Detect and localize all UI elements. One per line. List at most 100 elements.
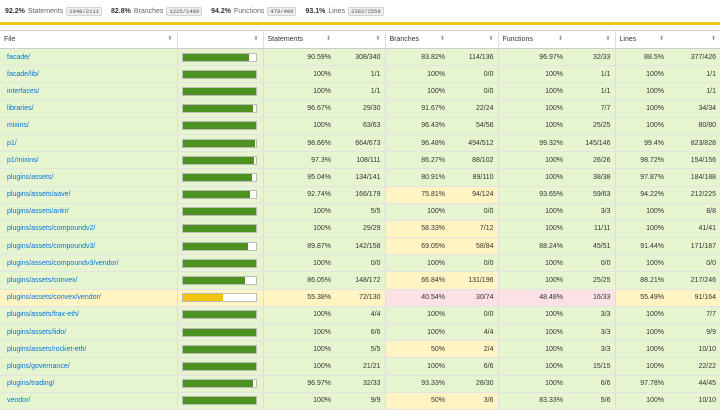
- branches-pct: 100%: [385, 323, 449, 342]
- statements-frac: 1/1: [335, 82, 386, 101]
- functions-pct: 100%: [498, 306, 567, 325]
- table-row: plugins/assets/ankr/100% 5/5 100% 0/0 100% 3/…: [0, 203, 720, 221]
- coverage-bar: [181, 86, 257, 96]
- branches-frac: 131/196: [449, 271, 499, 290]
- coverage-bar: [181, 155, 257, 165]
- coverage-bar: [181, 344, 257, 354]
- statements-pct: 96.97%: [263, 375, 335, 393]
- file-link[interactable]: plugins/assets/frax-eth/: [7, 311, 79, 319]
- coverage-bar-fill: [182, 139, 255, 147]
- statements-frac: 108/111: [335, 151, 386, 170]
- sort-icon[interactable]: ⬍: [439, 36, 445, 42]
- header-bar[interactable]: ⬍: [177, 30, 264, 49]
- file-link[interactable]: interfaces/: [7, 87, 40, 95]
- statements-pct: 100%: [263, 323, 335, 342]
- functions-pct: 100%: [498, 220, 567, 239]
- file-link[interactable]: plugins/assets/compoundv3/vendor/: [7, 259, 119, 267]
- branches-fraction: 1225/1480: [166, 6, 203, 16]
- lines-pct: 99.4%: [615, 134, 668, 153]
- coverage-bar-fill: [182, 225, 256, 233]
- statements-frac: 142/158: [335, 237, 386, 256]
- file-link[interactable]: facade/: [7, 53, 30, 61]
- sort-icon[interactable]: ⬍: [605, 36, 611, 42]
- branches-pct: 83.82%: [385, 48, 449, 67]
- coverage-bar-fill: [182, 70, 256, 78]
- lines-pct: 100%: [615, 117, 668, 135]
- header-functions-raw[interactable]: ⬍: [567, 30, 616, 49]
- file-link[interactable]: facade/lib/: [7, 70, 39, 78]
- file-link[interactable]: plugins/assets/lido/: [7, 328, 67, 336]
- header-lines[interactable]: Lines ⬍: [615, 30, 668, 49]
- table-header-row: File ⬍ ⬍ Statements ⬍ ⬍ Branches ⬍ ⬍ Functi…: [0, 30, 720, 49]
- file-link[interactable]: p1/mixins/: [7, 156, 39, 164]
- functions-pct: 100%: [498, 271, 567, 290]
- branches-pct: 50%: [385, 340, 449, 359]
- table-row: libraries/96.67% 29/30 91.67% 22/24 100% 7/7 1…: [0, 100, 720, 118]
- branches-frac: 494/512: [449, 134, 499, 153]
- table-row: p1/98.66% 664/673 96.48% 494/512 99.32% 145/1…: [0, 134, 720, 153]
- statements-pct: 92.74%: [263, 186, 335, 204]
- file-link[interactable]: p1/: [7, 139, 17, 147]
- file-cell: p1/: [0, 134, 178, 153]
- coverage-bar-fill: [182, 345, 256, 353]
- header-statements[interactable]: Statements ⬍: [263, 30, 335, 49]
- header-functions[interactable]: Functions ⬍: [498, 30, 567, 49]
- functions-frac: 6/6: [567, 375, 616, 393]
- sort-icon[interactable]: ⬍: [557, 36, 563, 42]
- file-link[interactable]: plugins/assets/: [7, 173, 54, 181]
- functions-frac: 45/51: [567, 237, 616, 256]
- sort-icon[interactable]: ⬍: [167, 36, 173, 42]
- sort-icon[interactable]: ⬍: [710, 36, 716, 42]
- coverage-bar-cell: [177, 220, 264, 239]
- file-link[interactable]: plugins/assets/rocket-eth/: [7, 345, 87, 353]
- branches-pct: 69.05%: [385, 237, 449, 256]
- functions-frac: 15/15: [567, 357, 616, 376]
- lines-frac: 22/22: [668, 357, 720, 376]
- coverage-bar: [181, 361, 257, 371]
- statements-pct: 100%: [263, 254, 335, 273]
- file-link[interactable]: plugins/assets/convex/: [7, 277, 78, 285]
- file-link[interactable]: plugins/governance/: [7, 362, 70, 370]
- sort-icon[interactable]: ⬍: [658, 36, 664, 42]
- file-link[interactable]: plugins/assets/ankr/: [7, 208, 69, 216]
- table-row: plugins/assets/convex/vendor/55.38% 72/13…: [0, 289, 720, 307]
- coverage-bar: [181, 172, 257, 182]
- file-link[interactable]: plugins/trading/: [7, 380, 55, 388]
- sort-icon[interactable]: ⬍: [488, 36, 494, 42]
- sort-icon[interactable]: ⬍: [253, 36, 259, 42]
- header-statements-raw[interactable]: ⬍: [335, 30, 386, 49]
- statements-frac: 1/1: [335, 65, 386, 84]
- file-link[interactable]: plugins/assets/aave/: [7, 191, 71, 199]
- coverage-bar: [181, 396, 257, 406]
- file-link[interactable]: libraries/: [7, 105, 34, 113]
- branches-pct: 66.84%: [385, 271, 449, 290]
- file-link[interactable]: plugins/assets/convex/vendor/: [7, 294, 101, 302]
- branches-frac: 89/110: [449, 168, 499, 187]
- header-lines-raw[interactable]: ⬍: [668, 30, 720, 49]
- functions-pct: 100%: [498, 100, 567, 118]
- coverage-bar-fill: [182, 277, 246, 285]
- lines-pct: 100%: [615, 306, 668, 325]
- header-branches-raw[interactable]: ⬍: [449, 30, 499, 49]
- coverage-bar-cell: [177, 65, 264, 84]
- file-link[interactable]: vendor/: [7, 397, 31, 405]
- header-file[interactable]: File ⬍: [0, 30, 178, 49]
- coverage-bar: [181, 379, 257, 389]
- file-link[interactable]: mixins/: [7, 122, 29, 130]
- statements-pct: 90.59%: [263, 48, 335, 67]
- lines-pct: 100%: [615, 220, 668, 239]
- statements-pct: 100%: [263, 392, 335, 410]
- coverage-summary: 92.2% Statements 1948/2111 82.8% Branche…: [0, 0, 720, 22]
- file-link[interactable]: plugins/assets/compoundv3/: [7, 242, 96, 250]
- statements-pct: 89.87%: [263, 237, 335, 256]
- lines-frac: 377/426: [668, 48, 720, 67]
- coverage-bar: [181, 190, 257, 200]
- table-row: vendor/100% 9/9 50% 3/6 83.33% 5/6 100% 10/10: [0, 392, 720, 410]
- header-branches[interactable]: Branches ⬍: [385, 30, 449, 49]
- file-cell: plugins/assets/: [0, 168, 178, 187]
- sort-icon[interactable]: ⬍: [325, 36, 331, 42]
- file-link[interactable]: plugins/assets/compoundv2/: [7, 225, 96, 233]
- statements-frac: 5/5: [335, 340, 386, 359]
- coverage-bar: [181, 310, 257, 320]
- sort-icon[interactable]: ⬍: [375, 36, 381, 42]
